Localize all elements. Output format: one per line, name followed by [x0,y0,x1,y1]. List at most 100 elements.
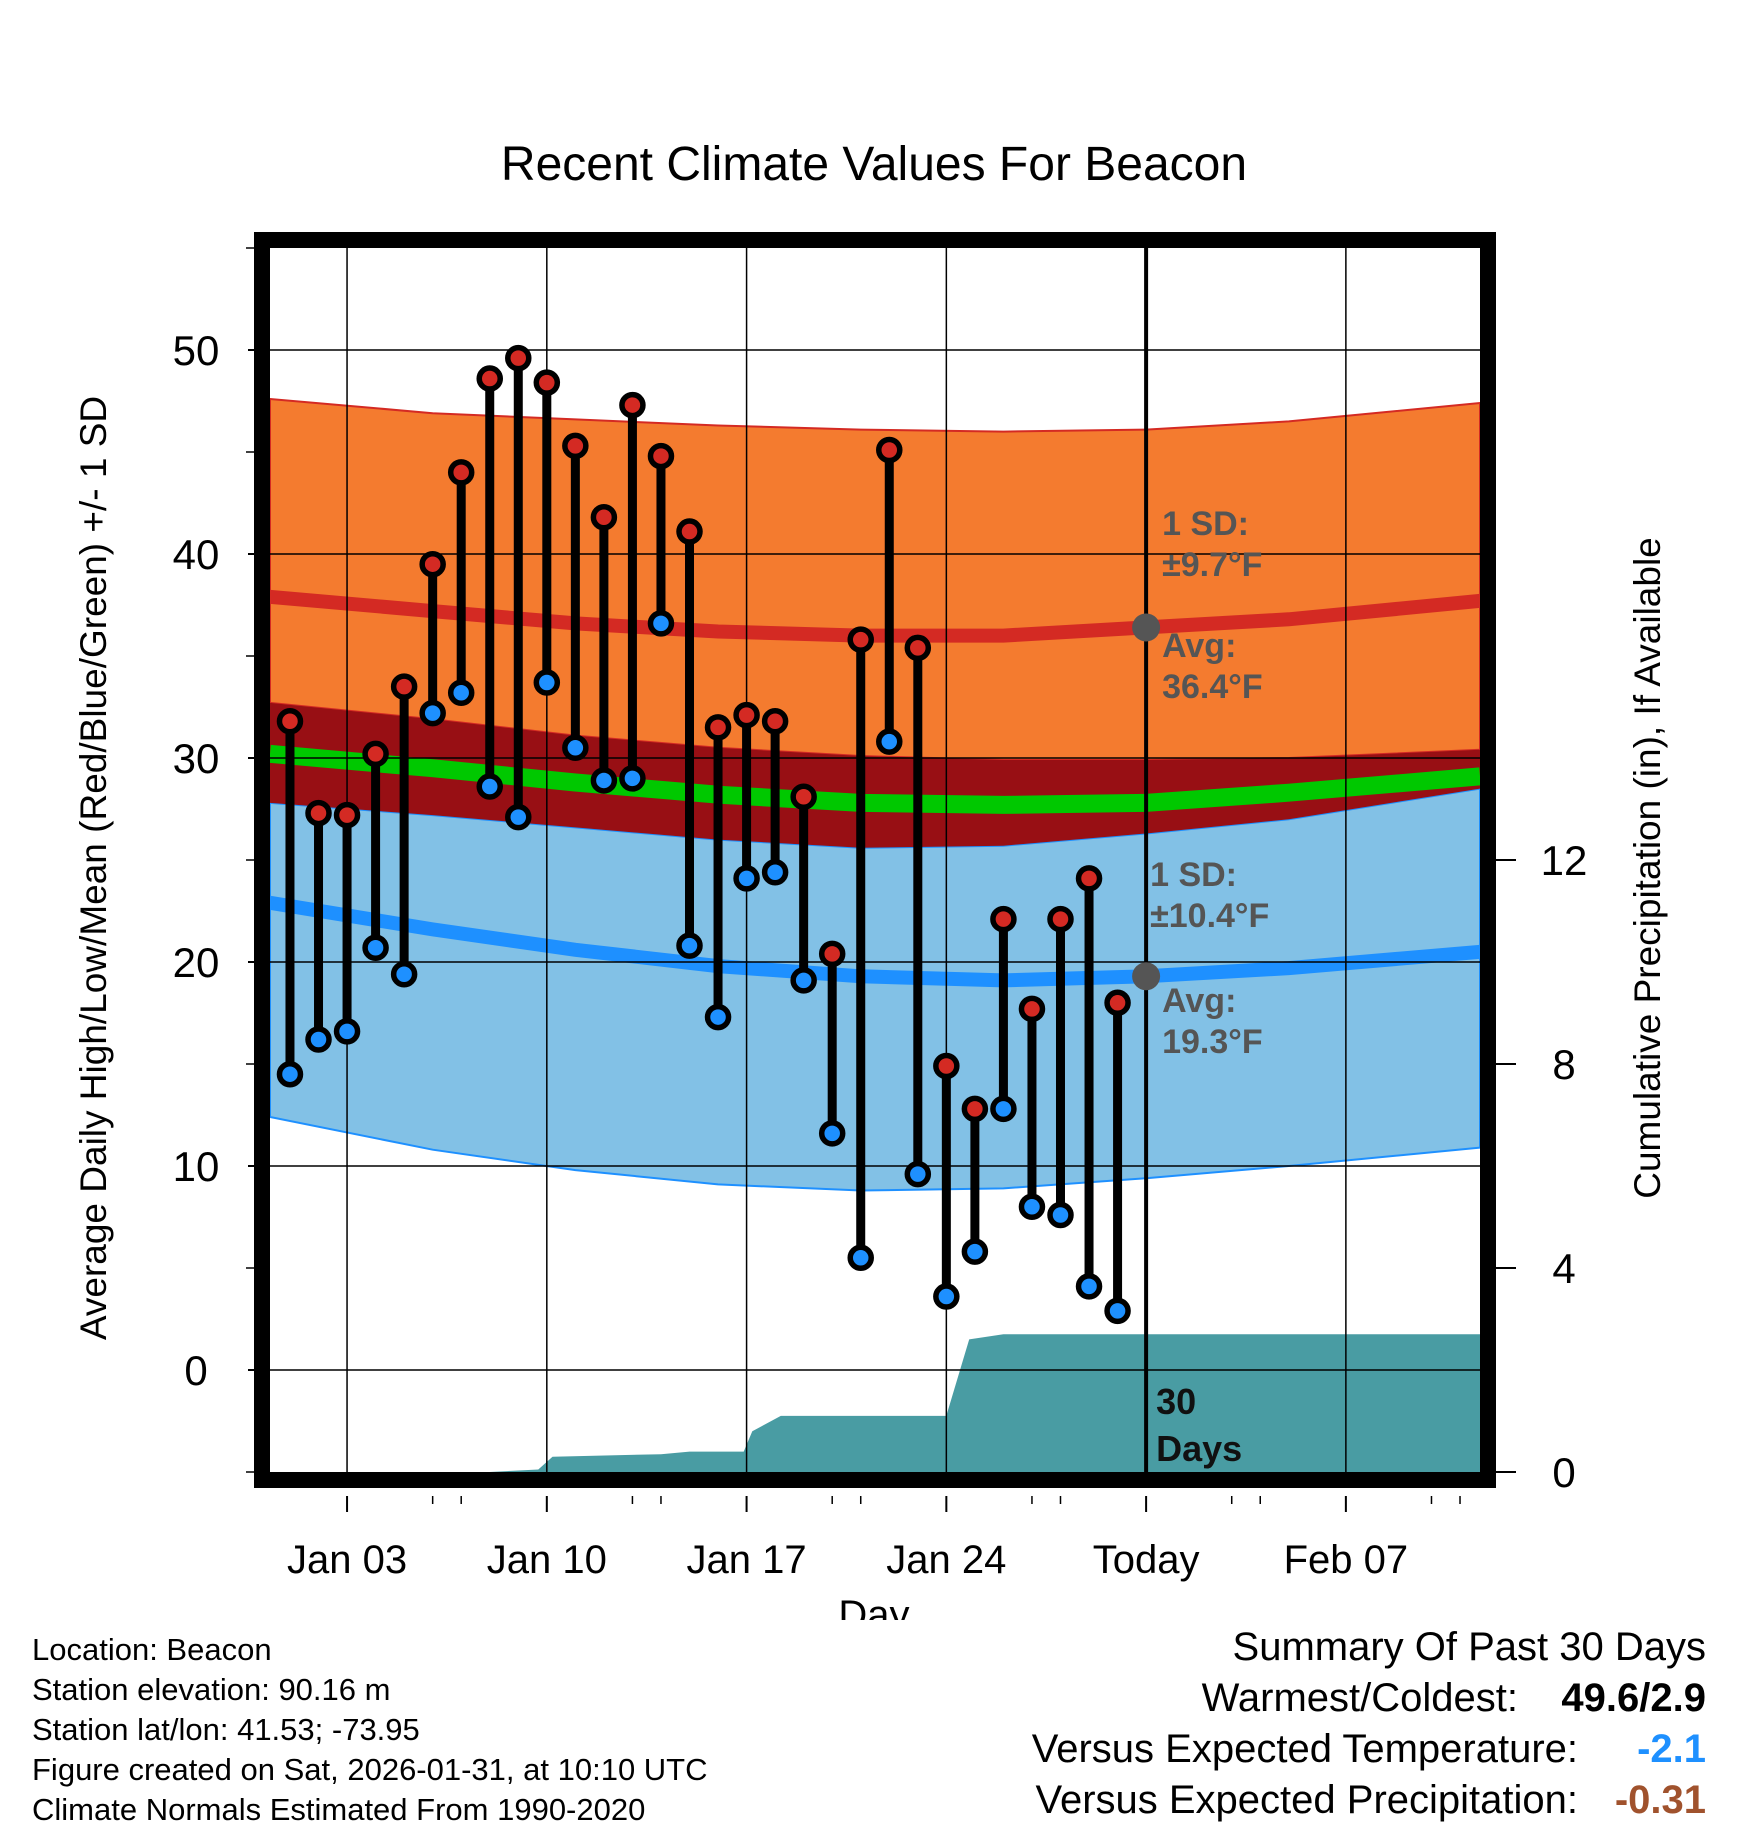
high-temp-point [876,436,903,464]
low-temp-point [505,803,532,831]
summary-precip-label: Versus Expected Precipitation: [1035,1778,1578,1822]
low-temp-point [790,967,817,994]
low-temp-point [276,1060,304,1088]
y2-tick-label: 0 [1552,1449,1575,1496]
high-temp-point [1075,865,1103,892]
low-avg-label: Avg: [1162,982,1236,1020]
precip-area [270,1334,1480,1472]
low-temp-point [1047,1201,1074,1229]
high-temp-point [818,940,846,968]
high-temp-point [1018,995,1046,1023]
low-temp-point [761,858,789,886]
high-temp-point [733,701,760,729]
summary-warm-cold-label: Warmest/Coldest: [1201,1676,1518,1720]
low-sd-label: 1 SD: [1150,856,1237,894]
today-high-avg-marker [1132,613,1161,642]
high-temp-point [333,801,361,829]
info-latlon: Station lat/lon: 41.53; -73.95 [32,1712,420,1747]
low-avg-value: 19.3°F [1162,1023,1263,1061]
high-temp-point [904,634,932,662]
high-temp-point [790,783,817,811]
y2-axis-label: Cumulative Precipitation (in), If Availa… [1627,537,1668,1199]
low-temp-point [333,1018,361,1045]
low-temp-point [990,1095,1017,1123]
high-temp-point [419,550,446,578]
summary-temp-value: -2.1 [1637,1727,1706,1771]
high-temp-point [1104,989,1131,1017]
x-tick-label: Jan 17 [687,1538,807,1582]
y-tick-label: 20 [173,939,220,986]
high-sd-label: 1 SD: [1162,505,1249,543]
high-temp-point [590,504,618,531]
low-temp-point [876,728,903,755]
summary-temp-row: Versus Expected Temperature: -2.1 [1032,1724,1706,1775]
low-temp-point [590,767,618,794]
high-temp-point [619,391,646,419]
chart-title: Recent Climate Values For Beacon [501,138,1247,191]
low-temp-point [362,934,389,961]
x-tick-label: Today [1093,1538,1200,1582]
x-tick-label: Jan 24 [886,1538,1006,1582]
high-temp-point [390,673,418,700]
low-temp-point [933,1283,960,1310]
plot-frame [254,232,1496,1488]
high-temp-point [305,799,332,827]
low-temp-point [647,610,675,637]
info-created: Figure created on Sat, 2026-01-31, at 10… [32,1752,708,1787]
high-temp-point [533,369,561,396]
low-temp-point [1104,1297,1131,1325]
station-info: Location: Beacon Station elevation: 90.1… [32,1630,708,1830]
high-temp-point [476,365,503,392]
high-temp-point [562,432,589,460]
low-temp-point [533,669,561,696]
low-sd-value: ±10.4°F [1150,897,1269,935]
high-temp-point [1047,905,1074,933]
x-axis-label: Day [838,1593,909,1620]
low-temp-point [1075,1273,1103,1300]
days-label-text: Days [1156,1428,1242,1469]
low-temp-point [904,1160,932,1188]
y2-tick-label: 12 [1541,837,1588,884]
low-temp-point [676,932,703,959]
low-temp-point [818,1120,846,1147]
low-temp-point [419,699,446,727]
high-temp-point [362,740,389,768]
climate-chart: Recent Climate Values For Beacon 1 SD:±9… [73,138,1668,1620]
summary-precip-row: Versus Expected Precipitation: -0.31 [1032,1775,1706,1826]
high-temp-point [647,442,675,470]
days-label-number: 30 [1156,1381,1196,1422]
y-tick-label: 40 [173,531,220,578]
high-temp-point [961,1095,989,1123]
high-temp-point [276,708,304,735]
high-temp-point [447,459,475,486]
low-temp-point [733,865,760,892]
x-tick-label: Jan 03 [287,1538,407,1582]
x-tick-label: Jan 10 [487,1538,607,1582]
high-temp-point [505,344,532,372]
high-avg-label: Avg: [1162,627,1236,665]
y2-tick-label: 4 [1552,1245,1575,1292]
low-temp-point [704,1003,732,1031]
summary-warm-cold-row: Warmest/Coldest: 49.6/2.9 [1032,1673,1706,1724]
y-tick-label: 10 [173,1143,220,1190]
high-temp-point [704,714,732,741]
high-temp-point [990,905,1017,933]
y-tick-label: 30 [173,735,220,782]
high-avg-value: 36.4°F [1162,668,1263,706]
low-temp-point [619,765,646,792]
high-sd-value: ±9.7°F [1162,546,1262,584]
low-temp-point [476,773,503,800]
low-temp-point [562,734,589,762]
summary-title: Summary Of Past 30 Days [1232,1625,1706,1669]
low-temp-point [847,1244,874,1272]
y-axis-label: Average Daily High/Low/Mean (Red/Blue/Gr… [73,396,114,1340]
low-temp-point [447,679,475,706]
summary-panel: Summary Of Past 30 Days Warmest/Coldest:… [1032,1622,1706,1826]
summary-temp-label: Versus Expected Temperature: [1031,1727,1578,1771]
low-temp-point [305,1026,332,1053]
info-elevation: Station elevation: 90.16 m [32,1672,391,1707]
high-temp-point [847,626,874,653]
high-temp-point [933,1052,960,1080]
summary-precip-value: -0.31 [1614,1778,1706,1822]
